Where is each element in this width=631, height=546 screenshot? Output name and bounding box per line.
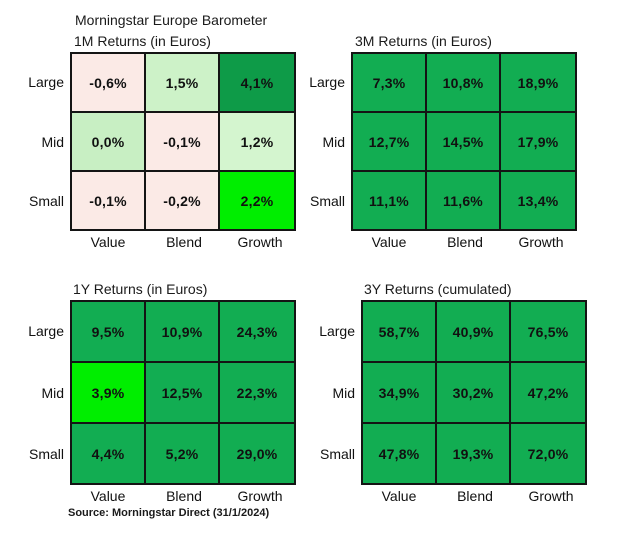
heatmap-cell: 40,9% <box>437 302 511 363</box>
heatmap-cell: 34,9% <box>363 363 437 424</box>
panel-1m: Morningstar Europe Barometer 1M Returns … <box>12 10 298 250</box>
heatmap-cell: 58,7% <box>363 302 437 363</box>
heatmap-cell: 7,3% <box>353 54 427 113</box>
col-label-growth: Growth <box>528 488 574 504</box>
heatmap-3m: 7,3% 10,8% 18,9% 12,7% 14,5% 17,9% 11,1%… <box>351 52 577 231</box>
heatmap-cell: 11,6% <box>427 172 501 229</box>
col-label-value: Value <box>90 488 126 504</box>
heatmap-cell: 29,0% <box>220 424 294 483</box>
heatmap-cell: -0,6% <box>72 54 146 113</box>
col-label-growth: Growth <box>237 488 283 504</box>
col-labels-1m: Value Blend Growth <box>70 234 298 250</box>
panel-3m: 3M Returns (in Euros) Large Mid Small 7,… <box>305 31 579 250</box>
heatmap-1y: 9,5% 10,9% 24,3% 3,9% 12,5% 22,3% 4,4% 5… <box>70 300 296 485</box>
heatmap-cell: 9,5% <box>72 302 146 363</box>
row-label-mid: Mid <box>332 384 355 401</box>
heatmap-cell: 47,2% <box>511 363 585 424</box>
row-label-large: Large <box>319 322 355 339</box>
heatmap-cell: 17,9% <box>501 113 575 172</box>
col-label-blend: Blend <box>457 488 493 504</box>
panel-1m-title: 1M Returns (in Euros) <box>74 33 211 49</box>
heatmap-cell: 4,1% <box>220 54 294 113</box>
col-label-blend: Blend <box>166 488 202 504</box>
row-labels-3y: Large Mid Small <box>315 300 355 485</box>
col-label-value: Value <box>90 234 126 250</box>
row-label-small: Small <box>309 193 345 210</box>
heatmap-cell: 3,9% <box>72 363 146 424</box>
row-labels-1m: Large Mid Small <box>12 52 64 231</box>
row-label-small: Small <box>319 446 355 463</box>
heatmap-cell: 22,3% <box>220 363 294 424</box>
panel-1y: 1Y Returns (in Euros) Large Mid Small 9,… <box>12 279 298 504</box>
heatmap-cell: 30,2% <box>437 363 511 424</box>
row-label-large: Large <box>28 322 64 339</box>
row-label-small: Small <box>28 446 64 463</box>
panel-3m-title: 3M Returns (in Euros) <box>355 33 492 49</box>
heatmap-cell: 10,9% <box>146 302 220 363</box>
col-labels-3m: Value Blend Growth <box>351 234 579 250</box>
col-label-growth: Growth <box>518 234 564 250</box>
heatmap-cell: 72,0% <box>511 424 585 483</box>
heatmap-cell: 24,3% <box>220 302 294 363</box>
col-labels-1y: Value Blend Growth <box>70 488 298 504</box>
panel-1y-title: 1Y Returns (in Euros) <box>73 281 208 297</box>
heatmap-cell: -0,1% <box>146 113 220 172</box>
heatmap-cell: 5,2% <box>146 424 220 483</box>
heatmap-cell: 19,3% <box>437 424 511 483</box>
heatmap-3y: 58,7% 40,9% 76,5% 34,9% 30,2% 47,2% 47,8… <box>361 300 587 485</box>
row-label-small: Small <box>28 193 64 210</box>
col-label-blend: Blend <box>447 234 483 250</box>
col-label-blend: Blend <box>166 234 202 250</box>
heatmap-cell: 1,2% <box>220 113 294 172</box>
col-labels-3y: Value Blend Growth <box>361 488 589 504</box>
row-label-mid: Mid <box>41 133 64 150</box>
heatmap-cell: 47,8% <box>363 424 437 483</box>
row-labels-1y: Large Mid Small <box>12 300 64 485</box>
row-label-large: Large <box>309 73 345 90</box>
heatmap-cell: 2,2% <box>220 172 294 229</box>
heatmap-cell: 4,4% <box>72 424 146 483</box>
col-label-value: Value <box>371 234 407 250</box>
source-note: Source: Morningstar Direct (31/1/2024) <box>68 507 270 519</box>
col-label-value: Value <box>381 488 417 504</box>
row-label-mid: Mid <box>41 384 64 401</box>
heatmap-cell: 11,1% <box>353 172 427 229</box>
heatmap-cell: 14,5% <box>427 113 501 172</box>
heatmap-cell: 13,4% <box>501 172 575 229</box>
page-title: Morningstar Europe Barometer <box>75 12 268 28</box>
heatmap-cell: -0,2% <box>146 172 220 229</box>
row-labels-3m: Large Mid Small <box>305 52 345 231</box>
heatmap-cell: 1,5% <box>146 54 220 113</box>
heatmap-cell: 18,9% <box>501 54 575 113</box>
heatmap-cell: 10,8% <box>427 54 501 113</box>
panel-3y-title: 3Y Returns (cumulated) <box>364 281 512 297</box>
col-label-growth: Growth <box>237 234 283 250</box>
heatmap-cell: 12,5% <box>146 363 220 424</box>
heatmap-1m: -0,6% 1,5% 4,1% 0,0% -0,1% 1,2% -0,1% -0… <box>70 52 296 231</box>
panel-3y: 3Y Returns (cumulated) Large Mid Small 5… <box>315 279 589 504</box>
row-label-large: Large <box>28 73 64 90</box>
row-label-mid: Mid <box>322 133 345 150</box>
heatmap-cell: 76,5% <box>511 302 585 363</box>
heatmap-cell: -0,1% <box>72 172 146 229</box>
heatmap-cell: 0,0% <box>72 113 146 172</box>
heatmap-cell: 12,7% <box>353 113 427 172</box>
